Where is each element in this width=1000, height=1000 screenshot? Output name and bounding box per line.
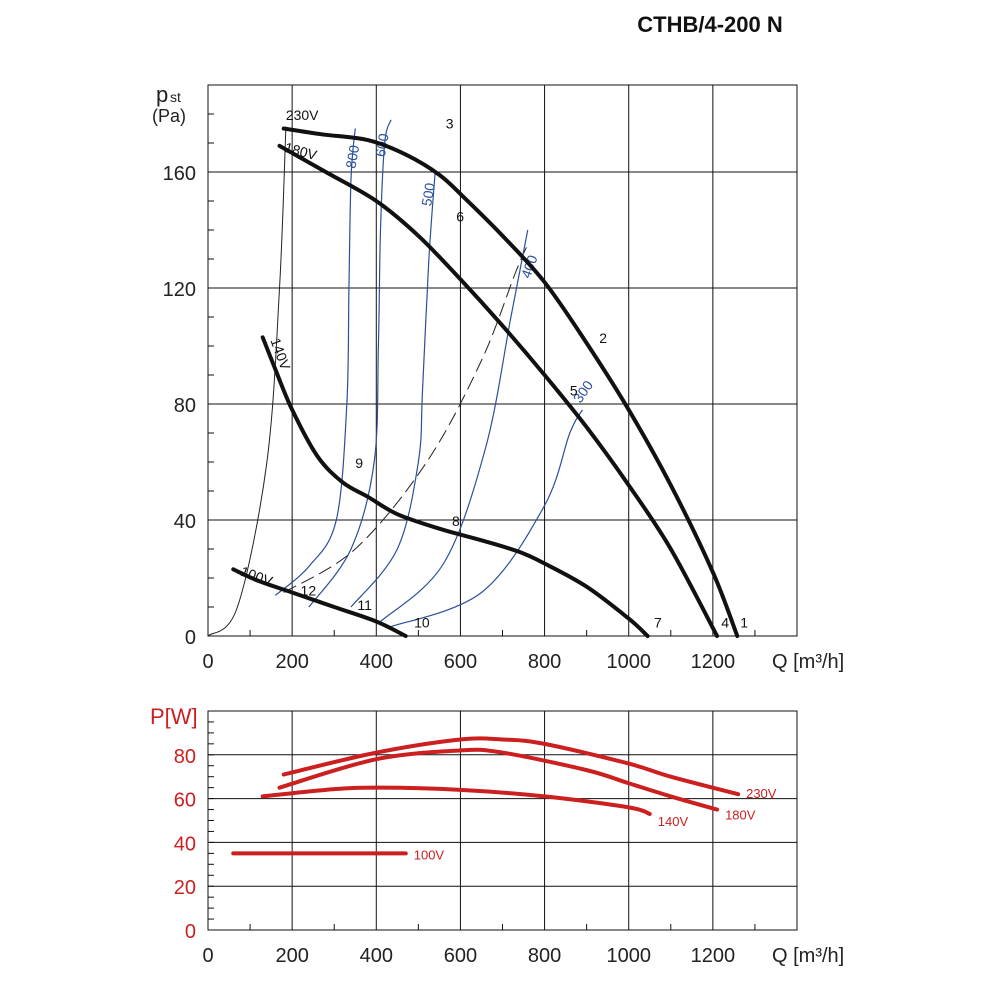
power-curve-230V: [281, 736, 741, 797]
power-plot-frame: [207, 710, 798, 931]
pressure-curve-label: 230V: [286, 107, 319, 123]
operating-point-label: 2: [599, 330, 607, 346]
pressure-curve-230V: [281, 126, 740, 638]
power-curve-label: 180V: [725, 808, 756, 823]
pressure-x-tick-label: 0: [202, 651, 213, 673]
power-x-tick-label: 600: [444, 945, 477, 967]
iso-line-400: [380, 229, 529, 622]
power-curve-label: 230V: [746, 786, 777, 801]
operating-point-label: 3: [446, 116, 454, 132]
power-y-tick-label: 20: [174, 877, 196, 899]
power-curve-label: 140V: [658, 814, 689, 829]
pressure-y-tick-label: 0: [185, 627, 196, 649]
power-curve-180V: [277, 747, 720, 812]
power-x-tick-label: 800: [528, 945, 561, 967]
iso-label-500: 500: [418, 181, 438, 207]
operating-point-label: 4: [721, 614, 729, 630]
iso-line-600: [308, 119, 392, 608]
pressure-y-tick-label: 80: [174, 395, 196, 417]
power-x-tick-label: 400: [360, 945, 393, 967]
pressure-y-axis-unit: (Pa): [152, 106, 186, 126]
iso-label-800: 800: [342, 144, 362, 170]
system-resistance-curve: [207, 128, 287, 637]
pressure-y-tick-label: 40: [174, 511, 196, 533]
pressure-curve-140V: [260, 335, 650, 638]
pressure-y-axis-label: p: [156, 82, 168, 107]
power-y-tick-label: 60: [174, 790, 196, 812]
pressure-x-tick-label: 800: [528, 651, 561, 673]
operating-point-label: 6: [456, 208, 464, 224]
operating-point-label: 11: [357, 597, 372, 613]
pressure-plot-frame: [207, 84, 798, 637]
pressure-x-tick-label: 400: [360, 651, 393, 673]
operating-point-label: 5: [570, 382, 578, 398]
dashed-curve: [283, 244, 529, 593]
pressure-x-tick-label: 200: [275, 651, 308, 673]
operating-point-label: 10: [414, 614, 430, 630]
pressure-x-tick-label: 1200: [691, 651, 736, 673]
pressure-y-tick-label: 120: [163, 279, 196, 301]
pressure-x-axis-label: Q [m³/h]: [772, 651, 844, 673]
pressure-x-tick-label: 1000: [606, 651, 651, 673]
pressure-curve-100V: [231, 567, 408, 638]
power-x-tick-label: 200: [275, 945, 308, 967]
iso-line-800: [274, 128, 356, 596]
power-x-axis-label: Q [m³/h]: [772, 945, 844, 967]
power-y-tick-label: 40: [174, 833, 196, 855]
iso-line-300: [388, 409, 583, 628]
power-y-tick-label: 0: [185, 921, 196, 943]
operating-point-label: 8: [452, 513, 460, 529]
pressure-curve-180V: [277, 143, 720, 638]
power-curve-label: 100V: [414, 847, 445, 862]
power-curve-140V: [260, 785, 652, 816]
power-y-axis-label: P[W]: [150, 704, 198, 729]
chart-title: CTHB/4-200 N: [637, 12, 783, 37]
pressure-y-tick-label: 160: [163, 163, 196, 185]
pressure-x-tick-label: 600: [444, 651, 477, 673]
operating-point-label: 7: [654, 614, 662, 630]
power-x-tick-label: 1200: [691, 945, 736, 967]
power-y-tick-label: 80: [174, 746, 196, 768]
power-x-tick-label: 0: [202, 945, 213, 967]
operating-point-label: 1: [740, 614, 748, 630]
pressure-y-axis-subscript: st: [170, 89, 181, 105]
operating-point-label: 12: [301, 582, 317, 598]
operating-point-label: 9: [355, 455, 363, 471]
power-x-tick-label: 1000: [606, 945, 651, 967]
